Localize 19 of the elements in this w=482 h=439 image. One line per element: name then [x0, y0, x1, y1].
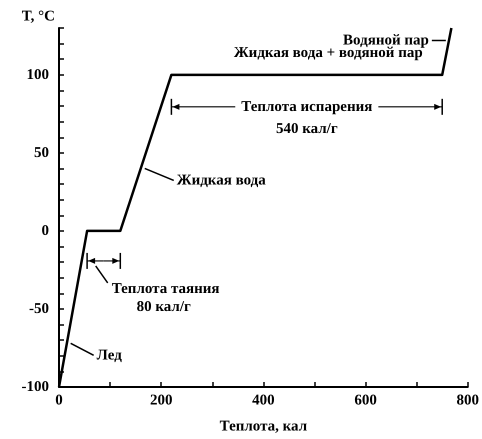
y-tick-label: 50 — [34, 144, 49, 161]
annotation: Водяной пар — [343, 32, 429, 48]
x-tick-label: 400 — [252, 392, 275, 408]
annotation: Теплота испарения — [241, 98, 372, 115]
x-tick-label: 600 — [354, 392, 377, 408]
x-tick-label: 0 — [55, 392, 63, 408]
annotation: Жидкая вода — [176, 172, 266, 188]
y-tick-label: 0 — [42, 222, 49, 239]
x-axis-title: Теплота, кал — [220, 418, 308, 434]
annotation: 80 кал/г — [136, 298, 191, 315]
y-tick-label: -50 — [29, 300, 49, 317]
y-tick-label: -100 — [22, 379, 49, 395]
x-tick-label: 200 — [150, 392, 172, 408]
annotation: Теплота таяния — [112, 280, 220, 297]
x-tick-label: 800 — [456, 392, 479, 408]
y-tick-label: 100 — [26, 66, 49, 83]
annotation: Лед — [96, 347, 122, 364]
y-axis-title: T, °C — [22, 8, 55, 24]
annotation: 540 кал/г — [276, 120, 338, 137]
